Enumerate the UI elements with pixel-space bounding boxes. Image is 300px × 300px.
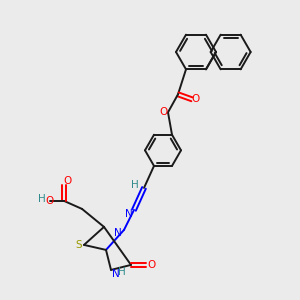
Text: N: N (125, 209, 133, 219)
Text: O: O (148, 260, 156, 270)
Text: N: N (112, 269, 120, 279)
Text: H: H (131, 180, 139, 190)
Text: H: H (38, 194, 46, 204)
Text: N: N (114, 228, 122, 238)
Text: S: S (76, 240, 82, 250)
Text: O: O (64, 176, 72, 186)
Text: O: O (45, 196, 53, 206)
Text: O: O (159, 107, 167, 117)
Text: H: H (118, 267, 126, 277)
Text: O: O (192, 94, 200, 104)
